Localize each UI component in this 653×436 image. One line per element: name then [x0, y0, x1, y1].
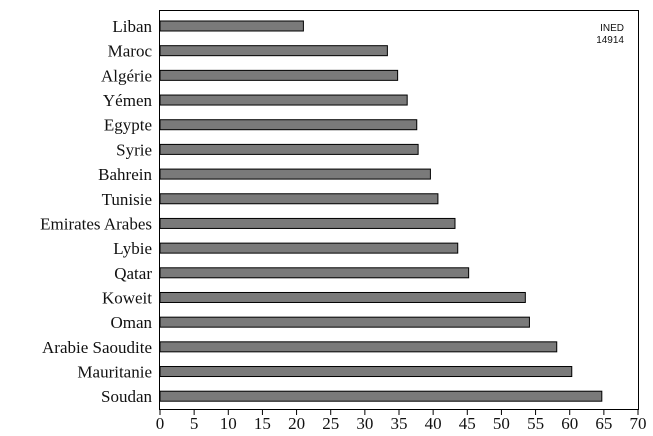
category-label: Bahrein	[98, 165, 152, 184]
bar	[159, 341, 558, 353]
x-tick-label: 35	[391, 414, 408, 433]
bar	[159, 316, 530, 328]
x-tick-label: 50	[493, 414, 510, 433]
bar	[159, 69, 399, 81]
bar	[159, 193, 439, 205]
category-label: Liban	[112, 17, 152, 36]
x-tick-label: 40	[425, 414, 442, 433]
category-label: Egypte	[104, 116, 152, 135]
category-label: Koweit	[102, 288, 152, 307]
x-tick-label: 25	[322, 414, 339, 433]
x-tick-label: 55	[527, 414, 544, 433]
bars-group	[159, 20, 603, 402]
category-label: Lybie	[113, 239, 152, 258]
bar	[159, 366, 573, 378]
bar	[159, 168, 431, 180]
category-label: Mauritanie	[77, 363, 152, 382]
x-tick-label: 5	[190, 414, 199, 433]
x-tick-label: 70	[630, 414, 647, 433]
bar	[159, 390, 603, 402]
category-label: Arabie Saoudite	[42, 338, 152, 357]
category-label: Emirates Arabes	[40, 214, 152, 233]
x-tick-label: 45	[459, 414, 476, 433]
bar	[159, 94, 408, 106]
x-tick-label: 15	[254, 414, 271, 433]
category-label: Syrie	[116, 140, 152, 159]
category-label: Oman	[110, 313, 152, 332]
x-tick-label: 20	[288, 414, 305, 433]
x-tick-label: 65	[595, 414, 612, 433]
x-tick-label: 60	[561, 414, 578, 433]
bar	[159, 119, 418, 131]
bar	[159, 217, 456, 229]
bar	[159, 45, 388, 57]
source-note-line1: INED	[600, 23, 624, 34]
x-axis-tick-labels: 0 5 10 15 20 25 30 35 40 45 50 55 60 65 70	[156, 414, 647, 433]
category-label: Soudan	[101, 387, 153, 406]
category-labels: Liban Maroc Algérie Yémen Egypte Syrie Bahrein…	[40, 17, 152, 406]
category-label: Algérie	[101, 66, 152, 85]
source-note-line2: 14914	[596, 35, 624, 46]
bar	[159, 20, 304, 32]
x-tick-label: 0	[156, 414, 165, 433]
x-tick-label: 30	[356, 414, 373, 433]
bar	[159, 267, 470, 279]
category-label: Yémen	[103, 91, 153, 110]
category-label: Tunisie	[102, 190, 152, 209]
bar	[159, 143, 419, 155]
x-tick-label: 10	[220, 414, 237, 433]
bar	[159, 291, 526, 303]
x-axis-ticks	[159, 409, 639, 415]
category-label: Qatar	[114, 264, 152, 283]
bar	[159, 242, 459, 254]
category-label: Maroc	[108, 42, 153, 61]
